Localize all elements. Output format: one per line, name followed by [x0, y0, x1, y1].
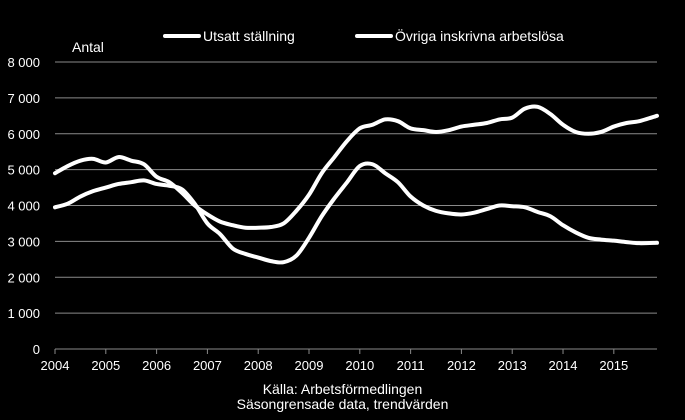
- source-line: Källa: Arbetsförmedlingen: [262, 381, 423, 397]
- series-line-2: [53, 161, 659, 265]
- y-axis-labels: 0 1 000 2 000 3 000 4 000 5 000 6 000 7 000 8 00…: [7, 55, 40, 357]
- x-tick-label: 2005: [91, 358, 120, 373]
- x-tick-label: 2006: [142, 358, 171, 373]
- x-tick-label: 2009: [295, 358, 324, 373]
- x-tick-label: 2012: [447, 358, 476, 373]
- legend-label: Utsatt ställning: [203, 28, 295, 44]
- x-tick-label: 2011: [397, 358, 425, 373]
- x-tick-label: 2015: [599, 358, 628, 373]
- source-note: Säsongrensade data, trendvärden: [236, 396, 449, 412]
- series-lines: [53, 104, 659, 265]
- y-tick-label: 0: [33, 342, 40, 357]
- x-tick-label: 2008: [244, 358, 273, 373]
- x-tick-label: 2007: [193, 358, 222, 373]
- y-tick-label: 5 000: [7, 163, 40, 178]
- y-tick-label: 3 000: [7, 234, 40, 249]
- x-tick-label: 2004: [41, 358, 70, 373]
- y-tick-label: 8 000: [7, 55, 40, 70]
- x-axis: 2004 2005 2006 2007 2008 2009 2010 2011 2012 2013…: [41, 348, 657, 373]
- y-tick-label: 1 000: [7, 306, 40, 321]
- x-tick-label: 2014: [549, 358, 578, 373]
- x-tick-label: 2010: [345, 358, 374, 373]
- y-tick-label: 7 000: [7, 91, 40, 106]
- y-tick-label: 6 000: [7, 127, 40, 142]
- y-tick-label: 2 000: [7, 270, 40, 285]
- y-tick-label: 4 000: [7, 199, 40, 214]
- series-line-1: [53, 104, 659, 230]
- legend-label: Övriga inskrivna arbetslösa: [395, 27, 564, 44]
- x-tick-label: 2013: [498, 358, 527, 373]
- gridlines: [55, 61, 657, 314]
- legend: Utsatt ställning Övriga inskrivna arbetsl…: [163, 27, 564, 44]
- source-caption: Källa: Arbetsförmedlingen Säsongrensade …: [0, 382, 685, 412]
- y-axis-unit-label: Antal: [72, 39, 104, 55]
